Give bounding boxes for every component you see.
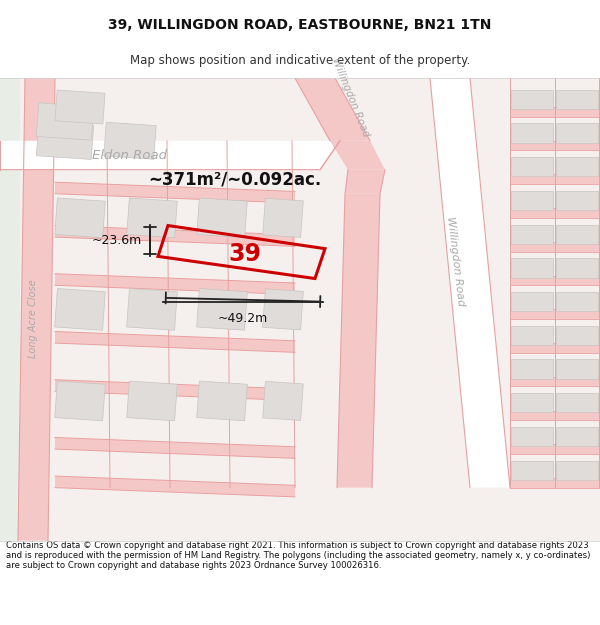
Text: Willingdon Road: Willingdon Road	[329, 56, 370, 139]
Bar	[127, 381, 177, 421]
Text: ~23.6m: ~23.6m	[92, 234, 142, 246]
Bar	[556, 393, 598, 412]
Polygon shape	[510, 478, 600, 488]
Bar	[511, 123, 553, 142]
Bar	[556, 258, 598, 278]
Polygon shape	[337, 194, 380, 488]
Text: Contains OS data © Crown copyright and database right 2021. This information is : Contains OS data © Crown copyright and d…	[6, 541, 590, 571]
Text: Map shows position and indicative extent of the property.: Map shows position and indicative extent…	[130, 54, 470, 68]
Bar	[511, 292, 553, 311]
Bar	[556, 89, 598, 109]
Bar	[556, 123, 598, 142]
Polygon shape	[510, 411, 600, 420]
Bar	[556, 427, 598, 446]
Bar	[511, 258, 553, 278]
Bar	[127, 198, 177, 238]
Polygon shape	[55, 226, 295, 246]
Bar	[556, 292, 598, 311]
Bar	[511, 427, 553, 446]
Text: Willingdon Road: Willingdon Road	[445, 216, 466, 307]
Polygon shape	[55, 438, 295, 458]
Bar	[55, 198, 105, 238]
Bar	[511, 359, 553, 379]
Polygon shape	[55, 380, 295, 401]
Polygon shape	[55, 476, 295, 497]
Polygon shape	[510, 444, 600, 454]
Bar	[37, 122, 94, 159]
Text: Long Acre Close: Long Acre Close	[28, 280, 38, 358]
Text: Eldon Road: Eldon Road	[92, 149, 167, 162]
Polygon shape	[345, 169, 385, 194]
Polygon shape	[18, 78, 55, 541]
Bar	[556, 157, 598, 176]
Bar	[263, 289, 304, 330]
Text: ~371m²/~0.092ac.: ~371m²/~0.092ac.	[148, 170, 322, 188]
Polygon shape	[55, 331, 295, 352]
Bar	[263, 381, 303, 421]
Bar	[55, 289, 106, 330]
Polygon shape	[510, 377, 600, 386]
Bar	[197, 381, 247, 421]
Bar	[556, 359, 598, 379]
Polygon shape	[510, 309, 600, 319]
Text: 39: 39	[229, 242, 262, 266]
Bar	[556, 326, 598, 345]
Bar	[556, 224, 598, 244]
Bar	[197, 198, 247, 238]
Text: 39, WILLINGDON ROAD, EASTBOURNE, BN21 1TN: 39, WILLINGDON ROAD, EASTBOURNE, BN21 1T…	[109, 18, 491, 32]
Polygon shape	[55, 182, 295, 203]
Bar	[511, 89, 553, 109]
Polygon shape	[330, 141, 385, 169]
Bar	[556, 191, 598, 210]
Polygon shape	[0, 78, 20, 541]
Bar	[511, 191, 553, 210]
Bar	[55, 90, 105, 124]
Bar	[511, 393, 553, 412]
Bar	[556, 461, 598, 480]
Polygon shape	[510, 343, 600, 352]
Polygon shape	[295, 78, 370, 141]
Bar	[127, 289, 178, 330]
Bar	[263, 198, 303, 238]
Polygon shape	[55, 274, 295, 294]
Polygon shape	[0, 141, 340, 169]
Text: ~49.2m: ~49.2m	[218, 312, 268, 325]
Polygon shape	[430, 78, 510, 488]
Bar	[197, 289, 247, 330]
Bar	[511, 326, 553, 345]
Bar	[55, 381, 105, 421]
Bar	[104, 122, 156, 159]
Polygon shape	[510, 208, 600, 218]
Bar	[511, 224, 553, 244]
Polygon shape	[510, 174, 600, 184]
Bar	[37, 103, 94, 140]
Polygon shape	[510, 276, 600, 285]
Polygon shape	[510, 242, 600, 251]
Polygon shape	[510, 107, 600, 117]
Bar	[511, 157, 553, 176]
Bar	[511, 461, 553, 480]
Polygon shape	[510, 141, 600, 151]
